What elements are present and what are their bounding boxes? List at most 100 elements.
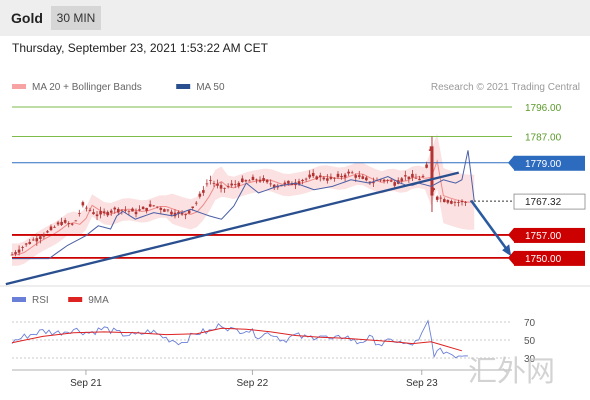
candle-body (205, 183, 209, 185)
candle-body (347, 171, 350, 174)
candle-body (357, 175, 361, 178)
candle-body (70, 223, 74, 225)
projection-arrow-head (502, 244, 512, 257)
candle-body (329, 176, 333, 179)
legend-label-1: 9MA (88, 295, 109, 306)
candle-body (283, 182, 287, 185)
candle-body (450, 200, 453, 204)
candle-body (294, 182, 297, 186)
candle-body (446, 200, 450, 203)
candle-body (145, 207, 148, 211)
candle-body (418, 178, 421, 181)
rsi-tick-30: 30 (524, 354, 536, 365)
candle-body (318, 175, 322, 178)
candle-body (361, 176, 365, 179)
legend-swatch-0 (12, 297, 26, 302)
candle-body (21, 247, 24, 248)
bollinger-band-fill (12, 133, 475, 266)
candle-body (389, 180, 393, 182)
candle-body (17, 249, 21, 253)
candle-body (180, 213, 184, 215)
candle-body (393, 182, 396, 186)
candle-body (265, 179, 269, 183)
candle-body (404, 175, 407, 177)
candle-body (74, 220, 78, 222)
candle-body (233, 184, 237, 185)
level-label-box-1787.00 (514, 129, 585, 145)
candle-body (46, 231, 49, 233)
candle-body (421, 175, 425, 177)
candle-body (78, 212, 81, 214)
candle-body (464, 202, 467, 203)
level-label-tip (508, 250, 514, 265)
legend-label-0: RSI (32, 295, 49, 306)
candle-body (226, 186, 230, 188)
candle-body (315, 176, 319, 180)
candle-body (457, 202, 460, 203)
candle-body (85, 207, 88, 209)
candle-body (425, 164, 428, 168)
level-label-box-1779.00 (514, 155, 585, 171)
candle-body (95, 214, 99, 217)
candle-body (411, 173, 414, 178)
candle-body (340, 175, 343, 178)
candle-body (134, 211, 138, 215)
chart-header: Gold 30 MIN (0, 0, 590, 36)
candle-body (117, 208, 120, 213)
candle-body (350, 172, 354, 174)
candle-body (166, 209, 170, 211)
timeframe-badge[interactable]: 30 MIN (51, 6, 101, 30)
candle-body (439, 197, 443, 199)
candle-body (311, 172, 315, 177)
spike-candle-body (430, 146, 434, 196)
level-label-box-1750.00 (514, 250, 585, 266)
watermark: 汇外网 (468, 354, 555, 388)
candle-body (42, 234, 46, 237)
level-label-tip (508, 227, 514, 242)
candle-body (24, 243, 28, 245)
level-label-box-1757.00 (514, 227, 585, 243)
candle-body (248, 180, 251, 182)
candle-body (39, 236, 42, 239)
candle-body (269, 183, 272, 185)
candle-body (67, 223, 70, 224)
candle-body (63, 220, 67, 223)
x-tick-label: Sep 22 (236, 378, 268, 389)
ma50-line (12, 150, 475, 260)
candle-body (155, 206, 159, 208)
candle-body (379, 179, 382, 181)
candle-body (184, 214, 187, 216)
candle-body (308, 174, 311, 178)
candle-body (177, 211, 180, 214)
candle-body (333, 177, 336, 179)
candle-body (99, 211, 102, 215)
candle-body (131, 208, 134, 212)
legend-label-1: MA 50 (196, 82, 225, 93)
candle-body (255, 179, 258, 181)
level-label-1767.32: 1767.32 (525, 197, 562, 208)
candle-body (272, 184, 276, 188)
copyright-text: Research © 2021 Trading Central (431, 82, 580, 93)
candle-body (301, 179, 304, 182)
rsi-tick-70: 70 (524, 318, 536, 329)
candle-body (372, 182, 375, 184)
rsi-panel: RSI 9MA 70 50 30 (11, 295, 536, 365)
candle-body (287, 180, 290, 184)
bollinger-bands (12, 133, 475, 266)
legend-swatch-1 (176, 84, 191, 89)
candle-body (382, 179, 386, 182)
candle-body (407, 176, 411, 179)
candle-body (88, 209, 92, 211)
candle-body (414, 177, 418, 179)
candle-body (152, 205, 156, 207)
candle-body (198, 193, 202, 197)
candle-body (460, 200, 464, 203)
level-label-1787.00: 1787.00 (525, 133, 562, 144)
candle-body (336, 173, 340, 178)
level-label-box-1796.00 (514, 100, 585, 115)
candle-body (365, 177, 368, 181)
candle-body (209, 180, 212, 181)
candle-body (81, 202, 85, 206)
candle-body (202, 190, 205, 193)
candle-body (432, 188, 435, 191)
